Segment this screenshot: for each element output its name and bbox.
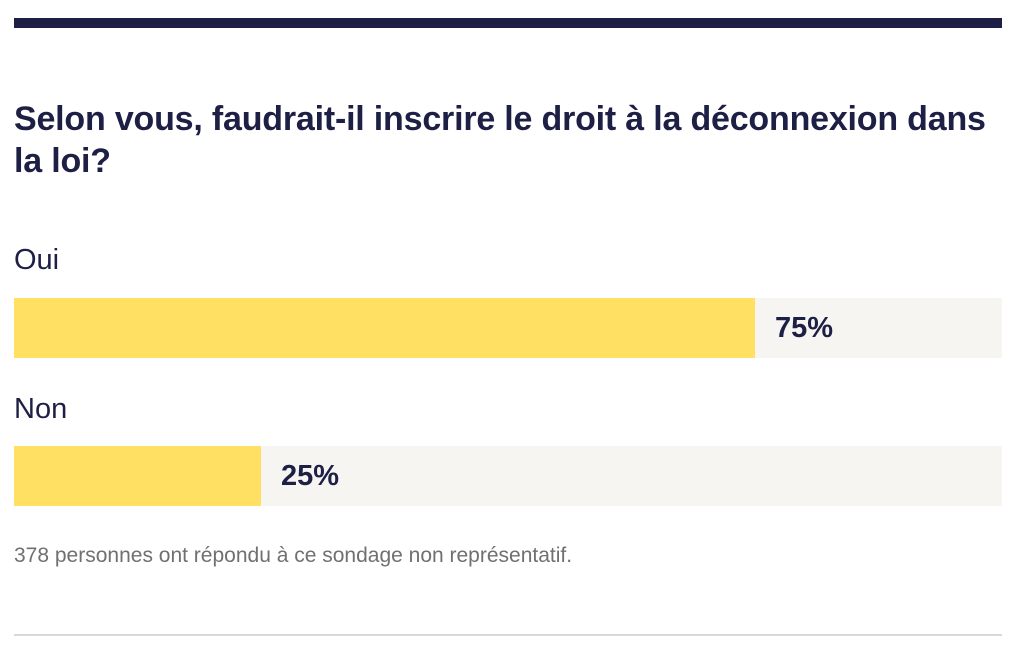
poll-bar-fill-oui — [14, 298, 755, 358]
poll-bar-fill-non — [14, 446, 261, 506]
top-divider — [14, 18, 1002, 28]
poll-bar-oui[interactable]: 75% — [14, 298, 1002, 358]
bottom-divider — [14, 634, 1002, 636]
poll-percent-non: 25% — [281, 460, 340, 492]
option-label-oui: Oui — [14, 244, 60, 276]
poll-question: Selon vous, faudrait-il inscrire le droi… — [14, 100, 986, 180]
option-label-non: Non — [14, 393, 68, 425]
poll-footnote: 378 personnes ont répondu à ce sondage n… — [14, 544, 573, 567]
poll-percent-oui: 75% — [775, 312, 834, 344]
poll-bar-non[interactable]: 25% — [14, 446, 1002, 506]
